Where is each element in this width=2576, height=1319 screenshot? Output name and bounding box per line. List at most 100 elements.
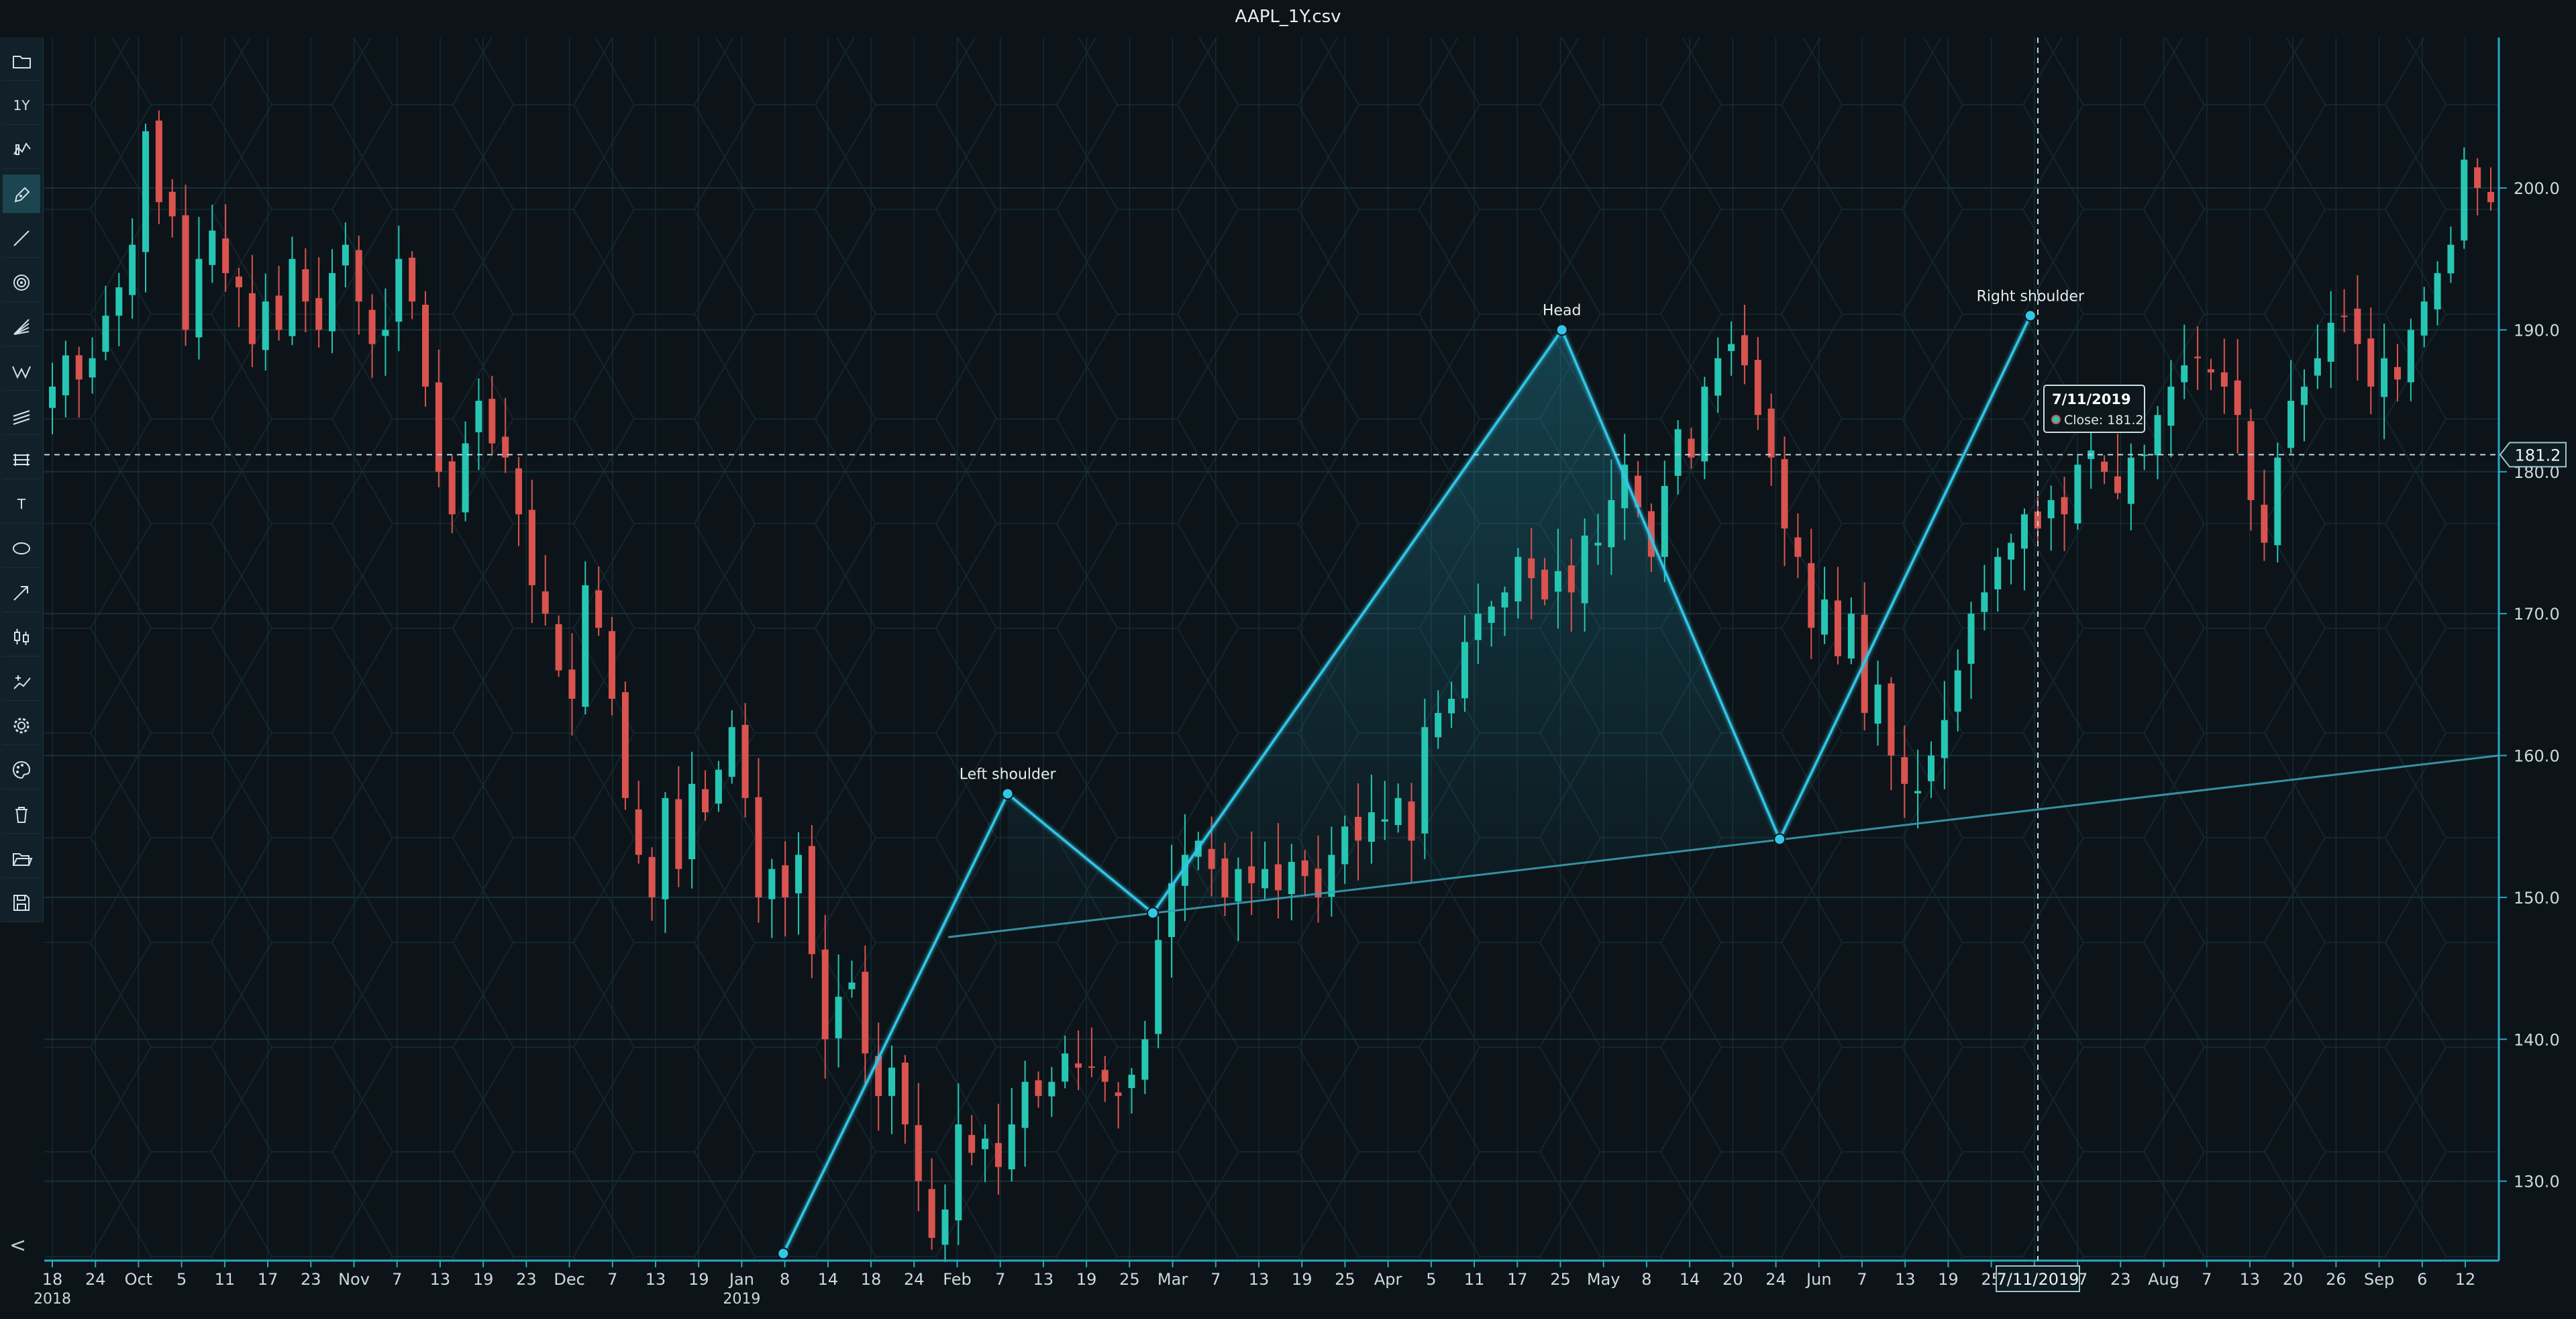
candle-body bbox=[542, 591, 549, 614]
candle bbox=[2434, 261, 2441, 326]
candle-body bbox=[262, 301, 269, 350]
candle-body bbox=[715, 769, 722, 804]
candle bbox=[768, 859, 776, 938]
fib-fan-icon[interactable] bbox=[3, 307, 40, 346]
candle bbox=[1728, 321, 1735, 376]
y-tick-label: 200.0 bbox=[2514, 179, 2560, 198]
parallel-channel-icon[interactable] bbox=[3, 396, 40, 435]
x-tick-label: 5 bbox=[176, 1270, 187, 1289]
candle bbox=[728, 710, 735, 784]
tooltip-date: 7/11/2019 bbox=[2052, 391, 2131, 407]
y-tick-label: 130.0 bbox=[2514, 1173, 2560, 1191]
candle-body bbox=[1888, 683, 1895, 756]
x-tick-label: 19 bbox=[688, 1270, 709, 1289]
candle bbox=[155, 110, 162, 225]
pattern-point bbox=[1773, 833, 1786, 846]
window-title: AAPL_1Y.csv bbox=[1235, 7, 1341, 27]
candle-body bbox=[621, 692, 629, 798]
candle bbox=[875, 1022, 882, 1131]
candle bbox=[741, 703, 749, 818]
palette-icon[interactable] bbox=[3, 750, 40, 789]
x-tick-label: 19 bbox=[1076, 1270, 1097, 1289]
text-tool-icon[interactable]: T bbox=[3, 485, 40, 524]
candle-body bbox=[195, 258, 203, 338]
candle bbox=[915, 1083, 922, 1212]
candle-body bbox=[862, 971, 869, 1054]
candle-body bbox=[1674, 429, 1682, 476]
pattern-point bbox=[1147, 907, 1159, 920]
candle-body bbox=[1967, 614, 1975, 664]
candle bbox=[542, 554, 549, 626]
x-tick-label: Oct bbox=[125, 1270, 153, 1289]
candle-body bbox=[155, 120, 162, 203]
candle bbox=[262, 273, 269, 371]
save-icon[interactable] bbox=[3, 883, 40, 922]
candle-body bbox=[1501, 592, 1508, 607]
horizontal-range-icon[interactable] bbox=[3, 440, 40, 479]
pen-tool-icon[interactable] bbox=[3, 175, 40, 213]
candle-body bbox=[595, 590, 603, 628]
timeframe-button[interactable]: 1Y bbox=[3, 86, 40, 125]
candle-body bbox=[422, 304, 429, 387]
head-and-shoulders-pattern[interactable]: Left shoulder Head Right shoulder bbox=[777, 288, 2500, 1260]
candle bbox=[315, 257, 323, 348]
x-tick-label: Feb bbox=[943, 1270, 972, 1289]
trash-icon-glyph bbox=[15, 806, 28, 823]
candle bbox=[2141, 444, 2148, 471]
candle bbox=[968, 1114, 976, 1165]
settings-gear-icon[interactable] bbox=[3, 706, 40, 745]
line-tool-icon[interactable] bbox=[3, 219, 40, 258]
candle-body bbox=[875, 1056, 882, 1096]
candle-body bbox=[2487, 191, 2494, 203]
trash-icon[interactable] bbox=[3, 795, 40, 834]
candle-body bbox=[1794, 537, 1802, 557]
candle bbox=[395, 226, 403, 351]
candle-body bbox=[302, 269, 309, 302]
candle-body bbox=[248, 293, 256, 344]
candle bbox=[2487, 167, 2494, 211]
indicator-add-icon-glyph bbox=[13, 675, 31, 689]
candle-body bbox=[1647, 511, 1655, 557]
x-tick-label: 25 bbox=[1335, 1270, 1355, 1289]
candle-body bbox=[795, 854, 803, 893]
indicator-add-icon[interactable] bbox=[3, 662, 40, 701]
candle bbox=[1808, 528, 1815, 659]
candle bbox=[355, 236, 362, 335]
open-folder-icon[interactable] bbox=[3, 42, 40, 81]
candle bbox=[621, 681, 629, 810]
candle-body bbox=[1608, 500, 1615, 548]
x-tick-label: 11 bbox=[215, 1270, 236, 1289]
candle bbox=[1874, 661, 1882, 746]
candle bbox=[182, 185, 189, 346]
candle-body bbox=[1554, 571, 1561, 592]
candle-body bbox=[2194, 356, 2202, 358]
chart-type-icon[interactable] bbox=[3, 130, 40, 169]
candle bbox=[1688, 428, 1695, 469]
candle-body bbox=[2367, 338, 2375, 387]
candle-body bbox=[1781, 458, 1788, 529]
arrow-tool-icon[interactable] bbox=[3, 573, 40, 612]
candle bbox=[955, 1083, 962, 1245]
candle bbox=[609, 617, 616, 716]
candlestick-icon[interactable] bbox=[3, 618, 40, 656]
folder-open-icon[interactable] bbox=[3, 839, 40, 878]
candle bbox=[1288, 844, 1295, 920]
pattern-label: Left shoulder bbox=[960, 767, 1057, 783]
collapse-toolbar-button[interactable]: < bbox=[9, 1234, 27, 1257]
zigzag-icon[interactable] bbox=[3, 352, 40, 391]
candle-body bbox=[129, 244, 136, 295]
y-tick-label: 160.0 bbox=[2514, 747, 2560, 766]
candle bbox=[422, 291, 429, 407]
x-tick-label: 23 bbox=[516, 1270, 537, 1289]
x-tick-label: 18 bbox=[42, 1270, 63, 1289]
ellipse-tool-icon[interactable] bbox=[3, 529, 40, 568]
candle-body bbox=[2261, 504, 2268, 543]
x-tick-label: 25 bbox=[1550, 1270, 1571, 1289]
candle bbox=[1914, 749, 1922, 829]
fib-circle-icon[interactable] bbox=[3, 263, 40, 302]
candle bbox=[1741, 304, 1748, 385]
candle bbox=[1954, 649, 1961, 732]
candle-body bbox=[2154, 415, 2161, 456]
candle bbox=[1141, 1020, 1149, 1094]
